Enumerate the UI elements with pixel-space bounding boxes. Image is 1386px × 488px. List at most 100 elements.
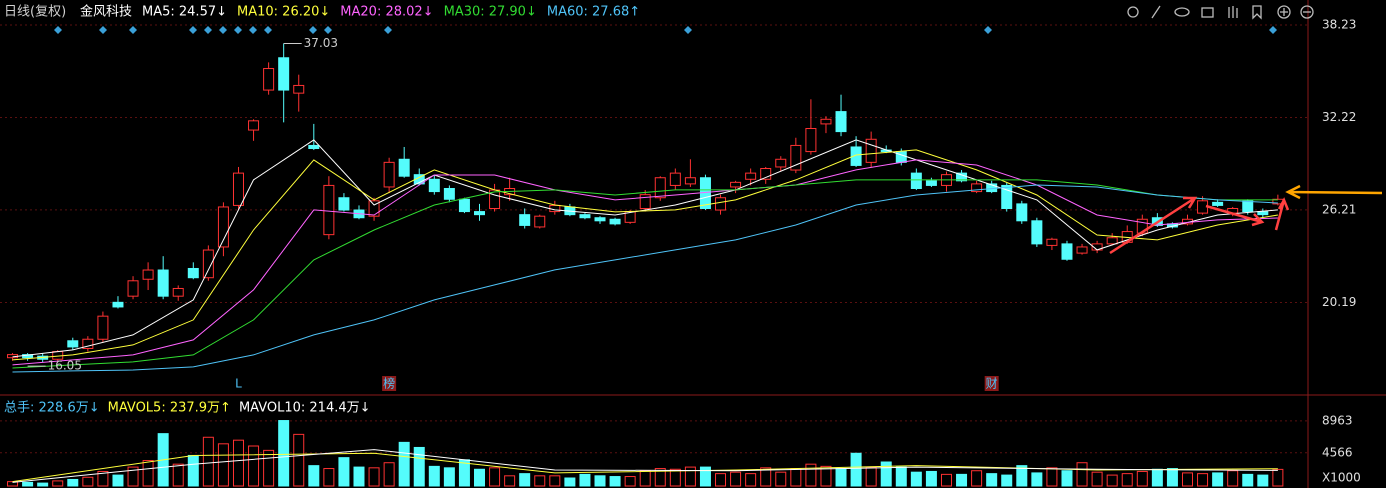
period-label: 日线(复权) — [4, 4, 66, 20]
volume-bar — [489, 467, 501, 487]
legend-entry: MAVOL10: 214.4万↓ — [239, 401, 371, 416]
candle-body — [1016, 203, 1028, 222]
zoom-in-plus[interactable] — [1280, 8, 1288, 16]
volume-bar — [217, 443, 229, 487]
volume-bar — [323, 468, 335, 487]
candle-body — [1257, 211, 1269, 216]
volume-bar — [398, 441, 410, 487]
volume-bar — [368, 467, 380, 487]
volume-bar — [97, 470, 109, 487]
volume-bar — [669, 468, 681, 487]
candle-body — [730, 181, 742, 188]
volume-bar — [940, 473, 952, 487]
view-icon[interactable] — [1174, 7, 1190, 17]
zoom-out-icon[interactable] — [1300, 5, 1314, 19]
volume-bar — [549, 475, 561, 487]
volume-bar — [820, 465, 832, 487]
candle-body — [308, 144, 320, 150]
volume-bar — [956, 473, 968, 487]
volume-bar — [428, 465, 440, 487]
volume-bar — [293, 433, 305, 487]
event-diamond — [309, 26, 317, 34]
event-diamond — [249, 26, 257, 34]
candle-body — [910, 172, 922, 190]
volume-bar — [850, 452, 862, 487]
candle-body — [805, 128, 817, 153]
volume-bar — [504, 475, 516, 487]
volume-bar — [1242, 473, 1254, 487]
candle-body — [474, 211, 486, 216]
candle-body — [398, 158, 410, 177]
volume-bar — [865, 466, 877, 487]
event-marker: 榜 — [383, 376, 395, 391]
volume-bar — [790, 468, 802, 487]
candle-body — [790, 144, 802, 171]
legend-entry: MA5: 24.57↓ — [142, 5, 227, 20]
candle-body — [1212, 201, 1224, 206]
volume-bar — [474, 468, 486, 487]
ma-line — [12, 184, 1278, 373]
candle-body — [895, 151, 907, 163]
volume-bar — [263, 449, 275, 487]
hand-icon[interactable] — [1228, 6, 1238, 18]
candle-body — [1106, 237, 1118, 245]
event-marker: L — [235, 377, 242, 391]
volume-bar — [519, 473, 531, 487]
volume-bar — [1016, 465, 1028, 487]
y-tick-label: 8963 — [1322, 413, 1353, 427]
volume-bar — [413, 446, 425, 487]
candle-body — [715, 197, 727, 211]
volume-bar — [730, 471, 742, 487]
candle-body — [67, 340, 79, 348]
volume-bar — [594, 475, 606, 487]
y-tick-label: 38.23 — [1322, 17, 1356, 31]
volume-bar — [564, 477, 576, 487]
volume-bar — [82, 476, 94, 487]
volume-bar — [202, 436, 214, 487]
volume-bar — [639, 470, 651, 487]
volume-bar — [579, 473, 591, 487]
volume-bar — [1061, 470, 1073, 487]
legend-entry: MA20: 28.02↓ — [340, 5, 433, 20]
event-diamond — [234, 26, 242, 34]
volume-bar — [910, 471, 922, 487]
y-tick-label: 32.22 — [1322, 110, 1356, 124]
volume-bar — [1121, 473, 1133, 487]
settings-icon[interactable] — [1127, 6, 1139, 18]
volume-bar — [654, 468, 666, 487]
volume-bar — [1091, 471, 1103, 487]
ma-line — [12, 149, 1278, 361]
volume-bar — [67, 478, 79, 487]
zoom-in-icon[interactable] — [1277, 5, 1291, 19]
volume-bar — [1181, 472, 1193, 487]
candle-body — [1242, 200, 1254, 213]
candle-body — [157, 269, 169, 297]
draw-icon[interactable] — [1151, 5, 1161, 19]
volume-bar — [1076, 462, 1088, 487]
candle-body — [639, 194, 651, 209]
candle-body — [263, 68, 275, 91]
candle-body — [293, 84, 305, 94]
volume-bar — [1151, 468, 1163, 487]
annotation-label: 16.05 — [48, 359, 82, 373]
volume-legend: 总手: 228.6万↓ — [4, 401, 100, 416]
bookmark-icon[interactable] — [1252, 5, 1262, 20]
volume-bar — [745, 473, 757, 487]
ma-line — [12, 139, 1278, 358]
candle-body — [248, 120, 260, 131]
volume-bar — [1197, 473, 1209, 487]
y-tick-label: 26.21 — [1322, 202, 1356, 216]
volume-bar — [534, 475, 546, 487]
volume-bar — [112, 474, 124, 487]
volume-bar — [1106, 474, 1118, 487]
candle-body — [187, 267, 199, 279]
red-arrow — [1205, 204, 1265, 227]
volume-bar — [308, 465, 320, 487]
volume-bar — [232, 439, 244, 487]
candle-body — [383, 161, 395, 188]
legend-entry: MA10: 26.20↓ — [237, 5, 330, 20]
box-icon[interactable] — [1201, 7, 1214, 18]
candle-body — [1076, 246, 1088, 254]
volume-bar — [971, 470, 983, 487]
volume-bar — [880, 461, 892, 487]
